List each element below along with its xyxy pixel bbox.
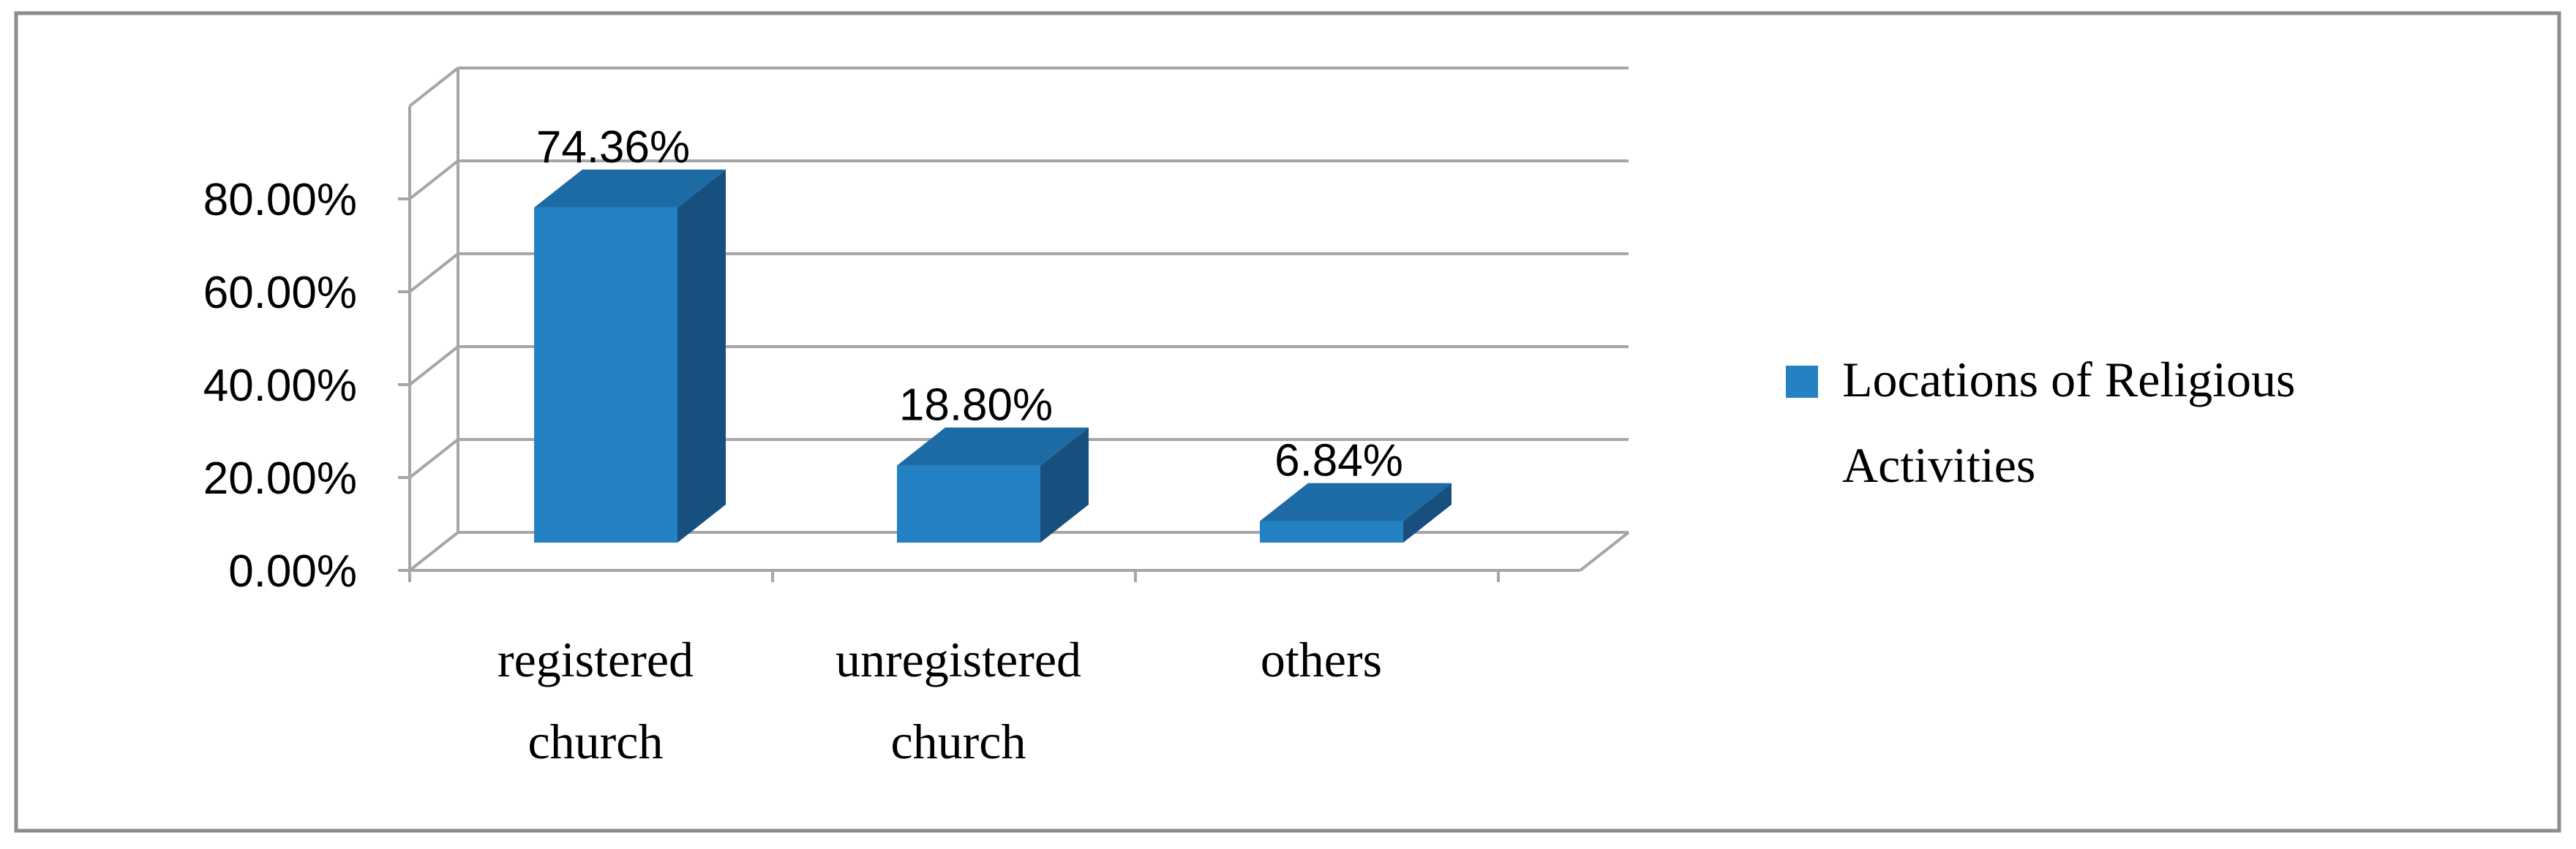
legend-label: Locations of Religious: [1842, 352, 2295, 407]
x-tick-label: others: [1261, 632, 1382, 687]
bar-top: [1260, 483, 1452, 521]
x-tick-label: unregistered: [835, 632, 1081, 687]
x-tick-label: church: [890, 714, 1026, 769]
y-tick-label: 20.00%: [203, 453, 357, 504]
x-tick-labels: registered church unregistered church others: [497, 632, 1382, 769]
bar: [534, 169, 726, 543]
gridline-side: [408, 67, 459, 107]
bars: [534, 169, 1452, 543]
y-tick-label: 80.00%: [203, 175, 357, 225]
gridline-side: [408, 252, 459, 293]
y-tick-labels: 0.00% 20.00% 40.00% 60.00% 80.00%: [203, 175, 357, 597]
y-tick-label: 60.00%: [203, 268, 357, 318]
gridline-side: [408, 159, 459, 200]
y-tick-label: 0.00%: [228, 546, 357, 597]
data-label: 6.84%: [1274, 436, 1403, 486]
bar-front: [534, 207, 677, 543]
gridline-side: [408, 345, 459, 386]
bar-side: [677, 169, 726, 543]
chart-frame: [14, 11, 2561, 833]
x-tick-label: church: [527, 714, 663, 769]
data-labels: 74.36% 18.80% 6.84%: [536, 122, 1403, 486]
bar-front: [897, 465, 1040, 543]
bar: [897, 427, 1089, 543]
gridline-side: [408, 438, 459, 479]
bar-side: [1403, 483, 1452, 543]
bar: [1260, 483, 1452, 543]
y-tick-label: 40.00%: [203, 361, 357, 411]
bar-front: [1260, 521, 1403, 543]
x-tick-label: registered: [497, 632, 694, 687]
legend: Locations of Religious Activities: [1786, 352, 2295, 493]
legend-label: Activities: [1842, 437, 2035, 493]
bar-top: [897, 427, 1089, 466]
data-label: 74.36%: [536, 122, 690, 173]
bar-top: [534, 169, 726, 208]
floor-edge: [1579, 531, 1630, 572]
data-label: 18.80%: [899, 380, 1053, 431]
gridline-side: [408, 531, 459, 572]
axes: [398, 106, 1580, 582]
legend-swatch: [1786, 366, 1818, 398]
bar-side: [1040, 427, 1089, 543]
